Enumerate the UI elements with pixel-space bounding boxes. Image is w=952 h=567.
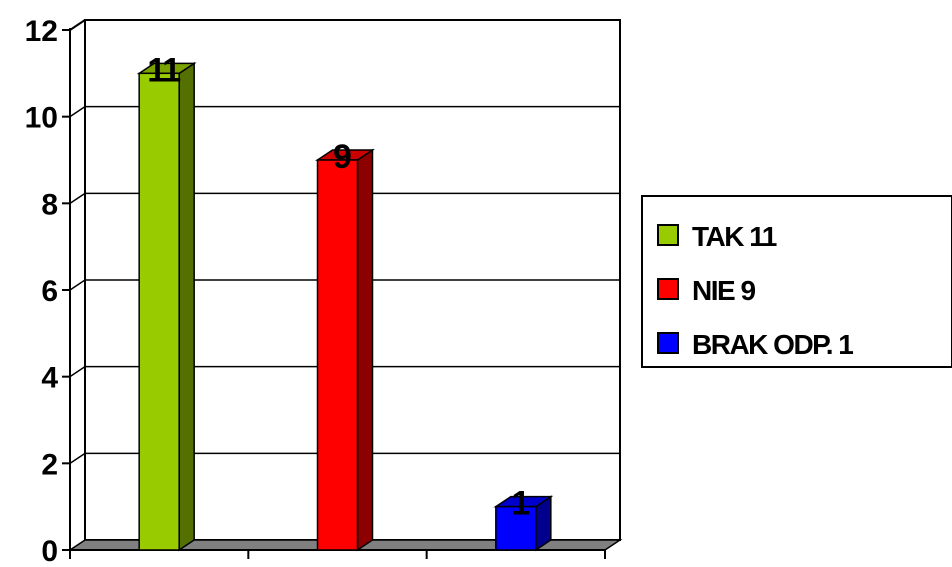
data-label-nie: 9 <box>333 138 351 176</box>
legend-label-tak: TAK 11 <box>692 221 777 252</box>
y-tick-label: 4 <box>41 362 58 395</box>
legend-swatch-brak-odp <box>657 332 679 354</box>
data-label-tak: 11 <box>147 51 180 89</box>
gridline-depth <box>69 192 86 204</box>
legend-swatch-tak <box>657 224 679 246</box>
legend-swatch-nie <box>657 278 679 300</box>
y-axis-ticks: 0 2 4 6 8 10 12 <box>25 15 59 567</box>
bar-side <box>178 61 195 552</box>
bar-nie <box>315 148 375 552</box>
bar-side <box>356 148 374 552</box>
legend-box <box>641 195 952 368</box>
legend-label-nie: NIE 9 <box>692 275 755 306</box>
data-label-brak-odp: 1 <box>511 485 529 523</box>
y-tick-label: 8 <box>41 188 58 221</box>
gridline-depth <box>69 106 86 118</box>
y-tick-label: 6 <box>41 275 58 308</box>
bar-brak-odp <box>493 495 554 552</box>
gridline-depth <box>69 279 86 291</box>
gridline-depth <box>69 366 86 378</box>
bars <box>136 61 554 552</box>
bar-front <box>138 72 180 551</box>
bar-front <box>316 159 359 551</box>
y-axis-top-edge <box>69 19 86 31</box>
data-labels: 11 9 1 <box>147 51 531 523</box>
y-tick-label: 2 <box>41 448 58 481</box>
y-tick-label: 0 <box>41 535 58 567</box>
gridline-depth <box>69 452 86 464</box>
y-tick-label: 10 <box>25 102 58 135</box>
y-tick-label: 12 <box>25 15 58 48</box>
legend-label-brak-odp: BRAK ODP. 1 <box>692 329 853 360</box>
bar-tak <box>136 61 197 552</box>
bar-front <box>495 505 537 551</box>
legend: TAK 11 NIE 9 BRAK ODP. 1 <box>641 195 952 368</box>
